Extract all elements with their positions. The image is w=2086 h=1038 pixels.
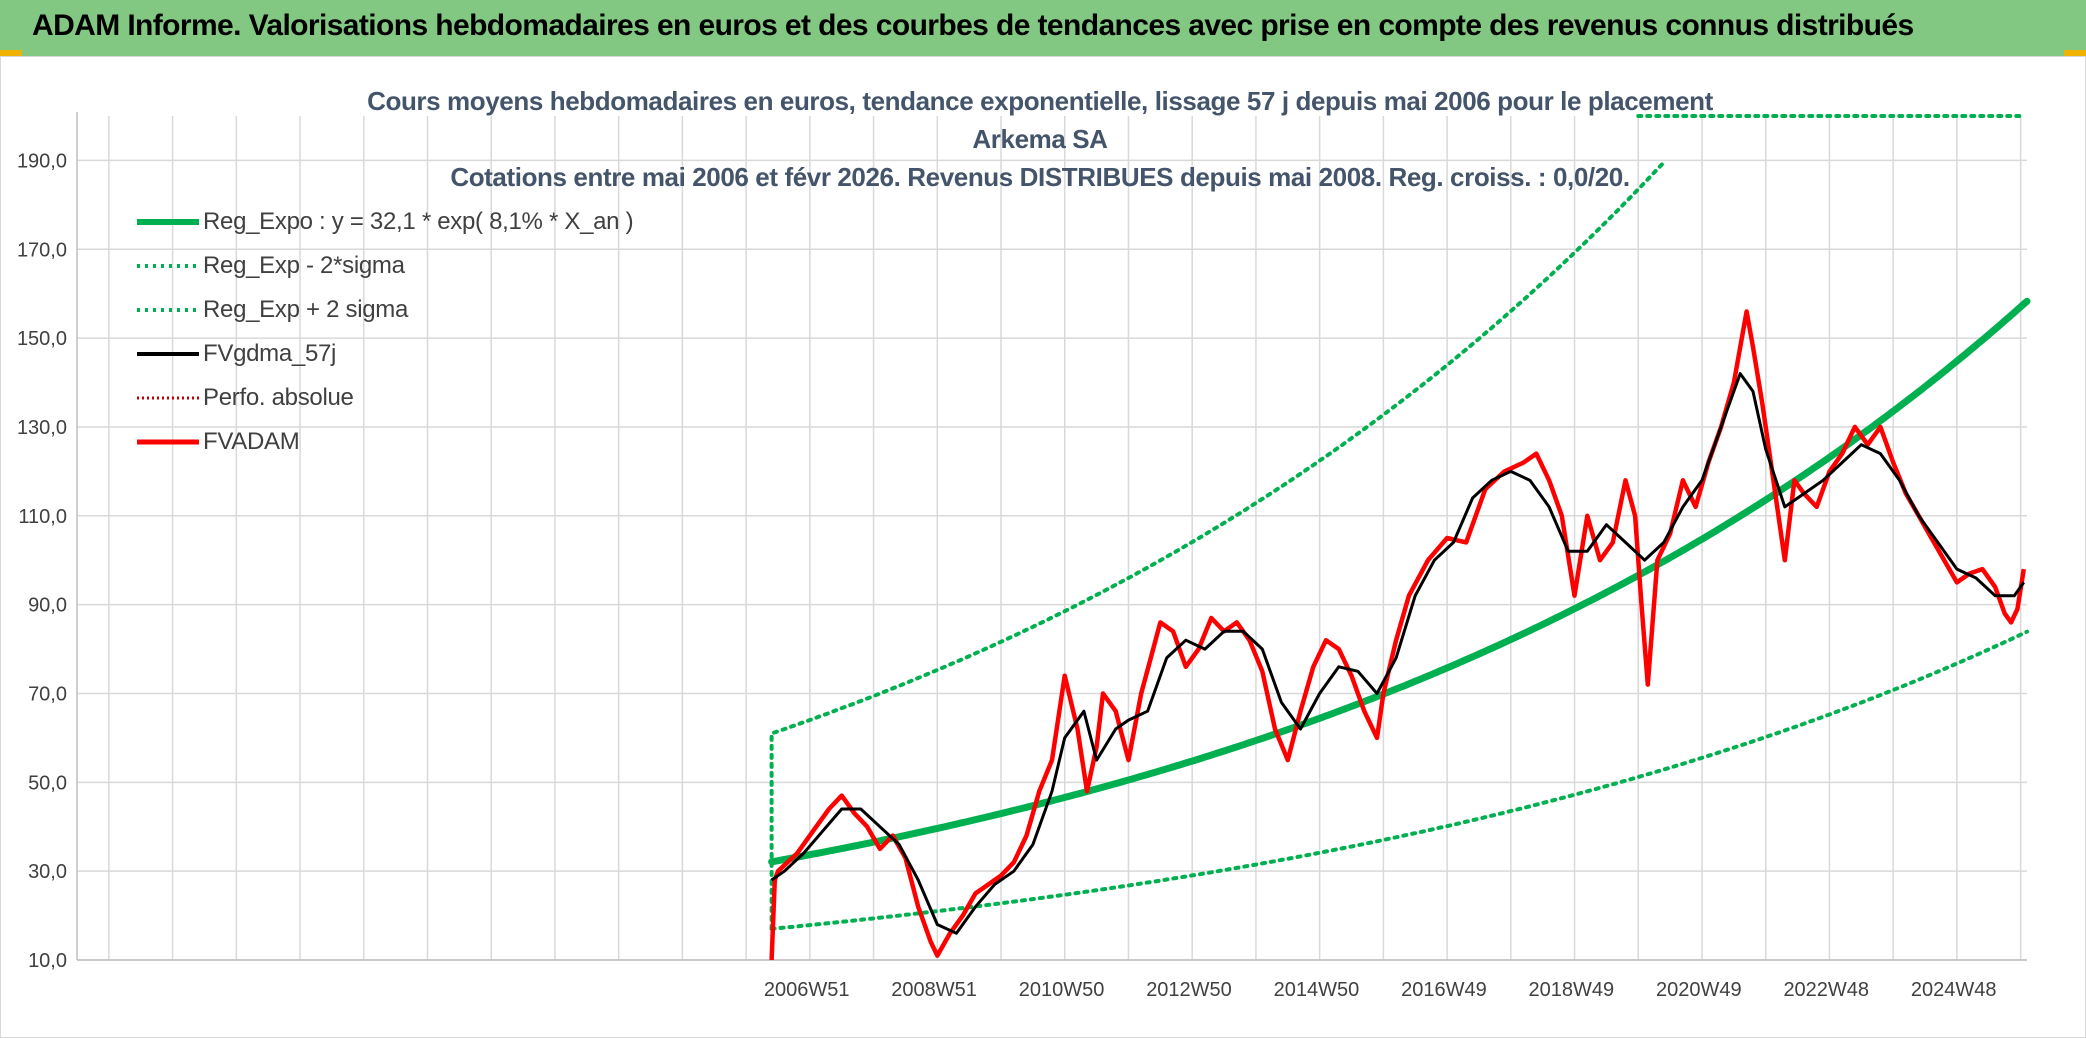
series-reg-plus [769, 160, 1666, 931]
series-reg-minus [769, 629, 2029, 931]
legend-label-reg-plus: Reg_Exp + 2 sigma [203, 296, 409, 323]
report-banner: ADAM Informe. Valorisations hebdomadaire… [0, 0, 2086, 57]
y-tick-label: 110,0 [18, 506, 67, 528]
y-axis-ticks: 10,0 30,0 50,0 70,0 90,0 110,0 130,0 150,0 170,0… [17, 150, 67, 972]
corner-marker-left [0, 50, 22, 57]
x-tick-label: 2012W50 [1146, 979, 1232, 1001]
corner-marker-right [2064, 50, 2086, 57]
series-fvadam [769, 309, 2027, 961]
y-tick-label: 50,0 [28, 772, 67, 794]
legend-swatch-reg-plus [137, 308, 199, 312]
y-tick-label: 150,0 [17, 328, 67, 350]
series-fvgdma [770, 372, 2026, 935]
chart-title-line2: Cotations entre mai 2006 et févr 2026. R… [450, 162, 1630, 192]
series-lines [768, 114, 2031, 961]
x-axis-ticks: 2006W51 2008W51 2010W50 2012W50 2014W50 2016W… [764, 979, 1997, 1001]
y-tick-label: 170,0 [17, 239, 67, 261]
legend-item-fvadam[interactable]: FVADAM [135, 420, 633, 464]
y-tick-label: 90,0 [28, 595, 67, 617]
series-reg-expo [768, 297, 2031, 866]
legend-swatch-reg-expo [137, 219, 199, 225]
x-tick-label: 2014W50 [1274, 979, 1360, 1001]
chart-title-line1: Cours moyens hebdomadaires en euros, ten… [367, 86, 1713, 154]
x-tick-label: 2008W51 [891, 979, 977, 1001]
x-tick-label: 2018W49 [1529, 979, 1615, 1001]
legend-label-fvadam: FVADAM [203, 428, 300, 455]
legend-swatch-fvadam [137, 439, 199, 445]
report-title: ADAM Informe. Valorisations hebdomadaire… [32, 9, 1914, 42]
x-tick-label: 2016W49 [1401, 979, 1487, 1001]
legend-label-reg-minus: Reg_Exp - 2*sigma [203, 252, 405, 279]
legend-label-reg-expo: Reg_Expo : y = 32,1 * exp( 8,1% * X_an ) [203, 208, 634, 235]
x-tick-label: 2006W51 [764, 979, 850, 1001]
legend-item-reg-minus[interactable]: Reg_Exp - 2*sigma [135, 244, 633, 288]
legend-item-perfo[interactable]: Perfo. absolue [135, 376, 633, 420]
y-tick-label: 30,0 [28, 861, 67, 883]
x-tick-label: 2022W48 [1783, 979, 1869, 1001]
y-tick-label: 70,0 [28, 683, 67, 705]
legend-item-fvgdma[interactable]: FVgdma_57j [135, 332, 633, 376]
x-tick-label: 2024W48 [1911, 979, 1997, 1001]
legend-label-fvgdma: FVgdma_57j [203, 340, 337, 367]
legend-item-reg-plus[interactable]: Reg_Exp + 2 sigma [135, 288, 633, 332]
y-tick-label: 190,0 [17, 150, 67, 172]
y-tick-label: 130,0 [17, 417, 67, 439]
x-tick-label: 2020W49 [1656, 979, 1742, 1001]
y-tick-label: 10,0 [28, 950, 67, 972]
legend-swatch-reg-minus [137, 264, 199, 268]
chart-title: Cours moyens hebdomadaires en euros, ten… [320, 82, 1760, 196]
x-tick-label: 2010W50 [1019, 979, 1105, 1001]
grid-lines [76, 112, 2027, 961]
legend-swatch-perfo [137, 396, 199, 400]
legend-item-reg-expo[interactable]: Reg_Expo : y = 32,1 * exp( 8,1% * X_an ) [135, 200, 634, 244]
chart-legend: Reg_Expo : y = 32,1 * exp( 8,1% * X_an )… [135, 200, 634, 464]
legend-swatch-fvgdma [137, 352, 199, 356]
legend-label-perfo: Perfo. absolue [203, 384, 354, 411]
